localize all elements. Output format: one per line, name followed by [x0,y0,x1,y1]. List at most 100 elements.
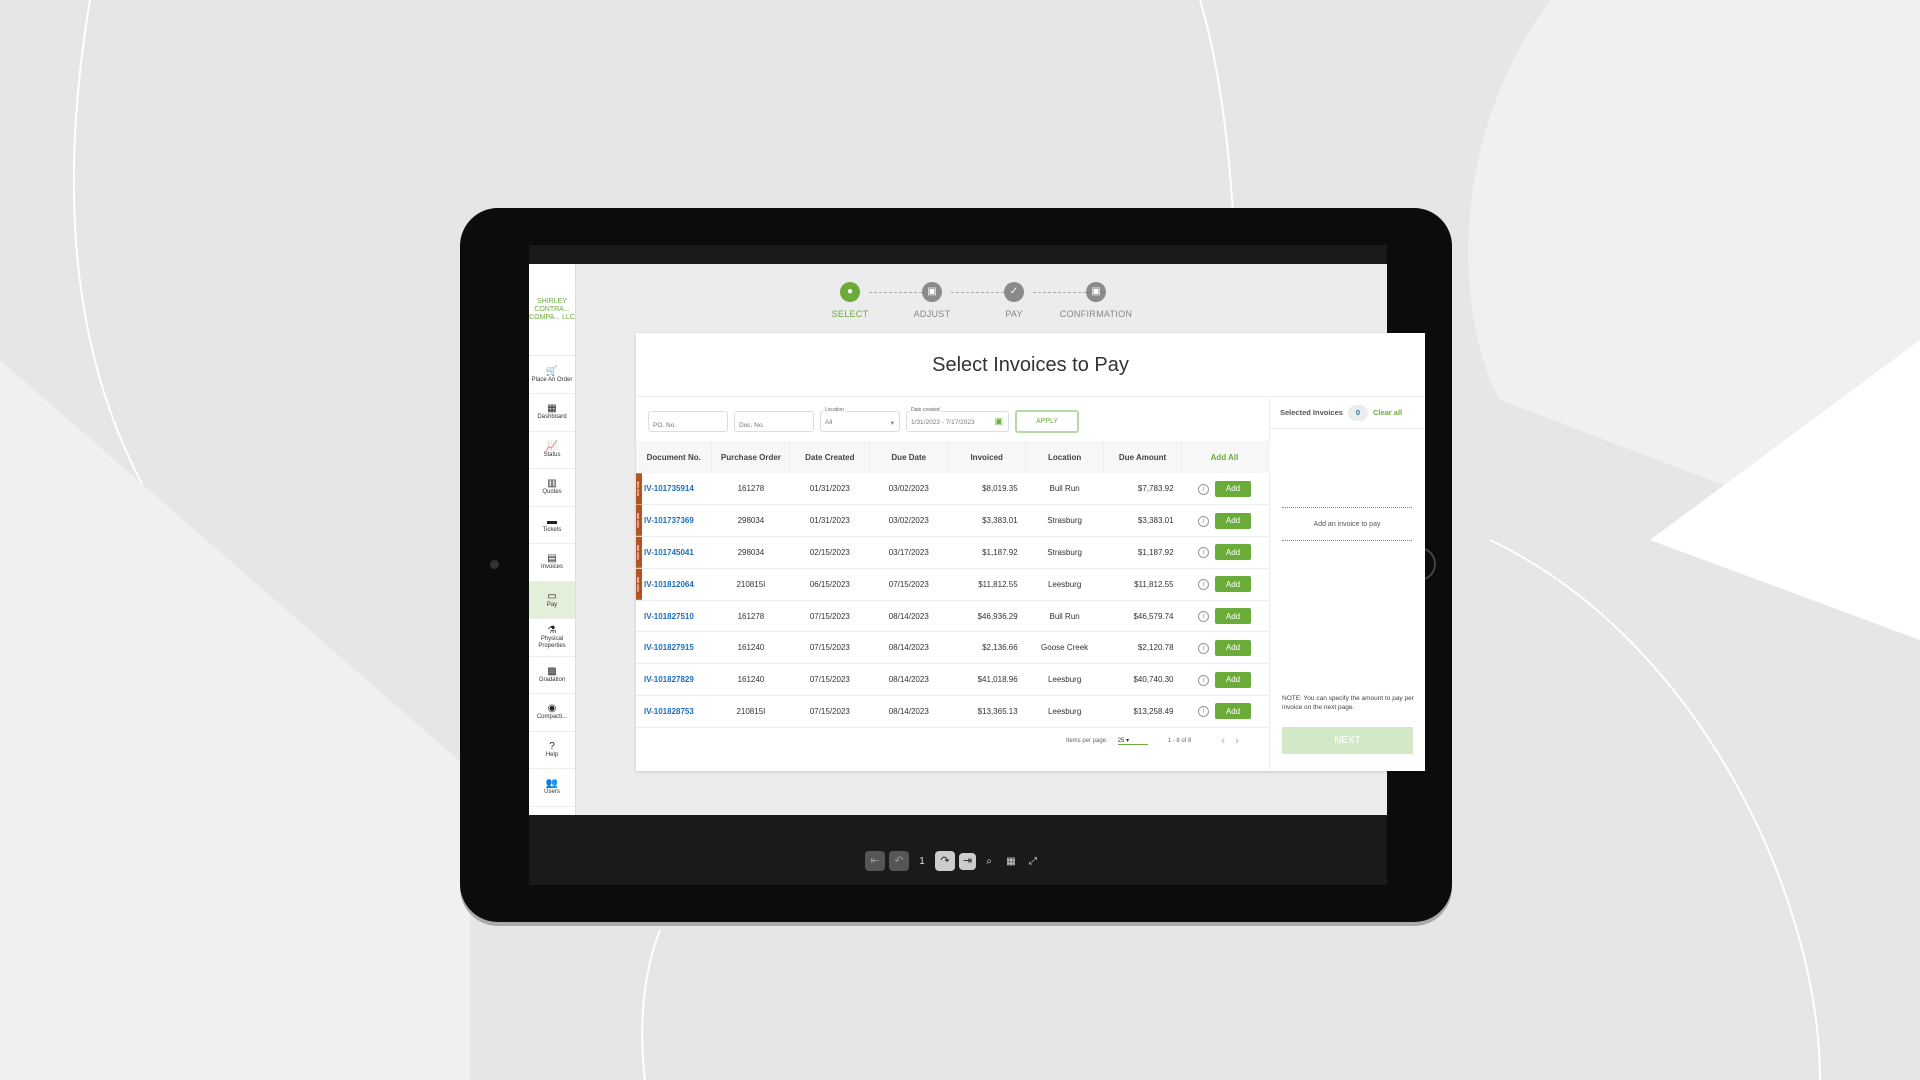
add-invoice-button[interactable]: Add [1215,608,1251,625]
row-actions: i Add [1181,473,1268,506]
row-actions: i Add [1181,568,1268,601]
add-all-button[interactable]: Add All [1181,441,1268,473]
date-created: 07/15/2023 [789,695,870,728]
empty-state: Add an invoice to pay [1282,507,1412,541]
next-page-icon[interactable]: › [1235,735,1239,747]
sidebar-item-gradation[interactable]: ▩ Gradation [529,657,575,694]
add-invoice-button[interactable]: Add [1215,671,1251,688]
invoiced-amount: $1,187.92 [947,536,1026,569]
column-header: Document No. [636,441,713,473]
items-per-page-select[interactable]: 25 ▾ [1117,737,1148,745]
info-icon[interactable]: i [1198,674,1209,686]
search-icon[interactable]: ⌕ [986,855,992,867]
add-invoice-button[interactable]: Add [1215,703,1251,720]
tablet-camera [490,560,499,569]
flask-icon: ⚗ [547,624,557,636]
past-due-tag: PAST DUE [636,537,642,568]
apply-button[interactable]: APPLY [1015,410,1079,433]
fullscreen-icon[interactable]: ⤢ [1029,855,1037,867]
location: Leesburg [1025,663,1104,697]
due-date: 03/02/2023 [869,504,948,538]
step-label: SELECT [831,309,869,319]
sidebar-item-invoices[interactable]: ▤ Invoices [529,544,575,582]
table-row: IV-101827510 161278 07/15/2023 08/14/202… [636,600,1268,633]
add-invoice-button[interactable]: Add [1215,576,1251,593]
due-date: 08/14/2023 [869,695,948,728]
clear-all-link[interactable]: Clear all [1372,408,1403,417]
grid-icon[interactable]: ▦ [1006,855,1016,867]
sidebar-item-compacti[interactable]: ◉ Compacti... [529,694,575,732]
document-link[interactable]: PAST DUE IV-101737369 [636,504,712,538]
sidebar-item-pay[interactable]: ▭ Pay [529,581,575,619]
sidebar-item-tickets[interactable]: ▬ Tickets [529,507,575,544]
sidebar-item-users[interactable]: 👥 Users [529,769,575,807]
document-link[interactable]: PAST DUE IV-101745041 [636,536,712,569]
due-amount: $1,187.92 [1103,536,1182,569]
calendar-icon[interactable]: ▣ [994,416,1003,426]
table-row: IV-101828753 210815I 07/15/2023 08/14/20… [636,695,1268,728]
po-number-input[interactable] [648,411,728,432]
sidebar-item-status[interactable]: 📈 Status [529,432,575,469]
add-invoice-button[interactable]: Add [1215,639,1251,656]
add-invoice-button[interactable]: Add [1215,544,1251,561]
purchase-order: 298034 [711,504,790,538]
redo-icon[interactable]: ↷ [935,851,955,871]
sidebar-item-label: Physical Properties [538,635,566,649]
purchase-order: 161278 [711,473,790,506]
date-value: 1/31/2023 - 7/17/2023 [911,419,975,426]
table-row: PAST DUE IV-101745041 298034 02/15/2023 0… [636,536,1268,569]
users-icon: 👥 [545,778,559,790]
sidebar-item-label: Dashboard [537,414,567,421]
document-link[interactable]: IV-101828753 [636,695,712,728]
app-window: SHIRLEY CONTRA... COMPA... LLC 🛒 Place An… [529,264,1425,815]
cart-icon: 🛒 [545,365,559,377]
page-title: Select Invoices to Pay [636,333,1425,397]
invoiced-amount: $2,136.66 [947,631,1026,665]
step-icon: ● [840,282,860,302]
location-select[interactable]: Location All ▾ [820,407,900,432]
prev-page-icon[interactable]: ‹ [1221,735,1226,747]
due-amount: $3,383.01 [1103,504,1182,538]
document-link[interactable]: PAST DUE IV-101735914 [636,473,712,506]
info-icon[interactable]: i [1198,515,1209,527]
sidebar-item-dashboard[interactable]: ▦ Dashboard [529,394,575,432]
first-page-icon[interactable]: ⇤ [865,851,885,871]
selected-count-badge: 0 [1347,404,1368,421]
sidebar-item-help[interactable]: ? Help [529,732,575,769]
purchase-order: 210815I [711,568,790,601]
sidebar-item-place-an-order[interactable]: 🛒 Place An Order [529,356,575,394]
sidebar-item-label: Compacti... [536,714,568,721]
sidebar-item-label: Quotes [542,489,562,496]
purchase-order: 161240 [711,631,790,665]
step-icon: ✓ [1004,282,1024,302]
due-amount: $13,258.49 [1103,695,1182,728]
location: Bull Run [1025,600,1104,633]
add-invoice-button[interactable]: Add [1215,480,1251,497]
info-icon[interactable]: i [1198,706,1209,718]
step-adjust: ▣ ADJUST [882,282,982,319]
next-button[interactable]: NEXT [1282,727,1413,754]
invoiced-amount: $3,383.01 [947,504,1026,538]
sidebar-item-physical-properties[interactable]: ⚗ Physical Properties [529,619,575,657]
sidebar: SHIRLEY CONTRA... COMPA... LLC 🛒 Place An… [529,264,576,815]
document-link[interactable]: IV-101827510 [636,600,712,633]
invoiced-amount: $46,936.29 [947,600,1026,633]
date-range-input[interactable]: Date created 1/31/2023 - 7/17/2023 ▣ [906,407,1009,432]
sidebar-item-quotes[interactable]: ▥ Quotes [529,469,575,507]
document-link[interactable]: IV-101827829 [636,663,712,697]
document-link[interactable]: IV-101827915 [636,631,712,665]
document-link[interactable]: PAST DUE IV-101812064 [636,568,712,601]
info-icon[interactable]: i [1198,547,1209,559]
add-invoice-button[interactable]: Add [1215,512,1251,529]
location: Leesburg [1025,568,1104,601]
table-row: IV-101827915 161240 07/15/2023 08/14/202… [636,631,1268,665]
due-date: 08/14/2023 [869,600,948,633]
info-icon[interactable]: i [1198,642,1209,654]
info-icon[interactable]: i [1198,610,1209,622]
last-page-icon[interactable]: ⇥ [959,852,976,870]
info-icon[interactable]: i [1198,579,1209,591]
step-confirmation: ▣ CONFIRMATION [1046,282,1146,319]
undo-icon[interactable]: ↶ [889,851,909,871]
doc-number-input[interactable] [734,411,814,432]
info-icon[interactable]: i [1198,483,1209,495]
